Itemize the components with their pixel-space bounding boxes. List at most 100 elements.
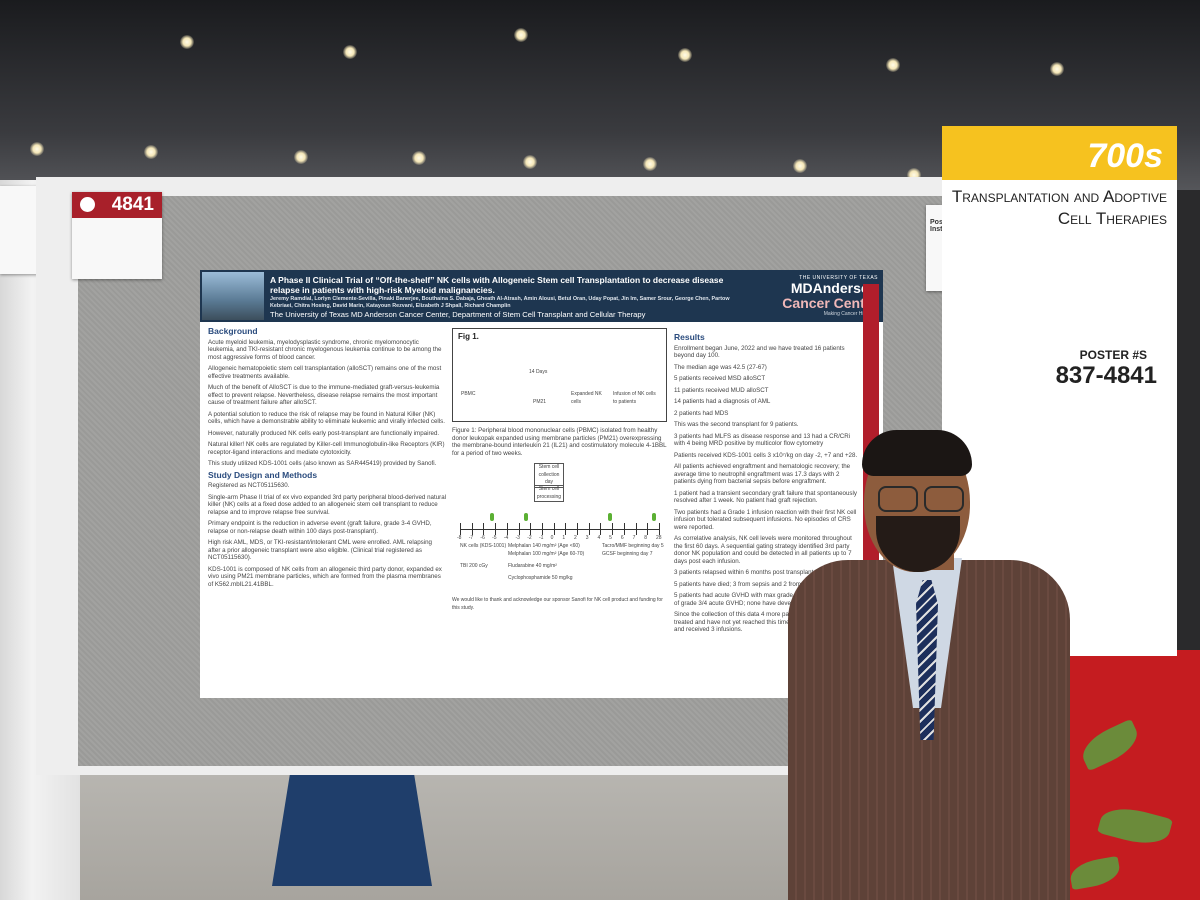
timeline-tick <box>565 523 567 535</box>
timeline-box: Stem cell processing <box>534 485 564 502</box>
design-item: High risk AML, MDS, or TKI-resistant/int… <box>208 539 432 561</box>
poster-affiliation: The University of Texas MD Anderson Canc… <box>270 310 646 319</box>
timeline-tick-label: 2 <box>574 535 577 541</box>
design-item: Registered as NCT05115630. <box>208 482 290 489</box>
timeline-tick <box>506 523 508 535</box>
timeline-legend: Tacro/MMF beginning day 5 <box>602 543 664 549</box>
presenter <box>784 430 1074 900</box>
background-item: However, naturally produced NK cells ear… <box>208 429 440 437</box>
institution-tagline: Making Cancer History® <box>823 311 878 317</box>
figure-title: Fig 1. <box>458 332 479 341</box>
treatment-timeline: Stem cell collection day Stem cell proce… <box>452 463 667 593</box>
timeline-tick-label: -5 <box>492 535 497 541</box>
ceiling-light <box>30 142 44 156</box>
poster-figure-column: Fig 1. PBMC 14 Days PM21 Expanded NK cel… <box>452 328 667 616</box>
timeline-legend: Melphalan 140 mg/m² (Age <60) <box>508 543 580 549</box>
ceiling-light <box>412 151 426 165</box>
timeline-tick-label: 5 <box>609 535 612 541</box>
poster-title: A Phase II Clinical Trial of “Off-the-sh… <box>270 275 724 295</box>
timeline-legend: Cyclophosphamide 50 mg/kg <box>508 575 573 581</box>
results-intro: Enrollment began June, 2022 and we have … <box>674 344 845 360</box>
session-number: 700s <box>942 126 1177 180</box>
timeline-tick-label: 6 <box>620 535 624 541</box>
fig-label: 14 Days <box>529 369 548 375</box>
timeline-tick-label: -7 <box>468 535 474 541</box>
timeline-tick-label: -4 <box>503 535 509 541</box>
timeline-box: Stem cell collection day <box>534 463 564 488</box>
nk-infusion-marker <box>608 513 612 521</box>
building-photo <box>202 272 264 320</box>
results-closing: Since the collection of this data 4 more… <box>674 611 856 633</box>
results-item: 14 patients had a diagnosis of AML <box>674 398 771 405</box>
ceiling-light <box>523 155 537 169</box>
ceiling-light <box>678 48 692 62</box>
results-item: Patients received KDS-1001 cells 3 x10⁷/… <box>674 451 858 459</box>
glasses-lens <box>924 486 964 512</box>
timeline-tick <box>588 523 590 535</box>
timeline-tick-label: 1 <box>562 535 566 541</box>
results-item: 11 patients received MUD alloSCT <box>674 386 769 394</box>
ceiling-light <box>294 150 308 164</box>
timeline-tick-label: 4 <box>597 535 601 541</box>
institution-line3: Cancer Center <box>782 295 878 311</box>
ceiling-light <box>144 145 158 159</box>
board-number: 4841 <box>72 192 162 218</box>
acknowledgement: We would like to thank and acknowledge o… <box>452 597 663 611</box>
ceiling <box>0 0 1200 190</box>
timeline-tick <box>600 523 602 535</box>
presenter-hair <box>862 430 972 476</box>
poster-results-column: Results Enrollment began June, 2022 and … <box>674 333 859 638</box>
results-item: 1 patient had a transient secondary graf… <box>674 489 857 505</box>
timeline-legend: Fludarabine 40 mg/m² <box>508 563 557 569</box>
nk-infusion-marker <box>490 513 494 521</box>
ceiling-light <box>886 58 900 72</box>
design-item: KDS-1001 is composed of NK cells from an… <box>208 565 442 588</box>
results-more: 5 patients have died; 3 from sepsis and … <box>674 580 826 588</box>
timeline-tick <box>577 523 579 535</box>
ceiling-light <box>180 35 194 49</box>
results-correlative: As correlative analysis, NK cell levels … <box>674 535 852 565</box>
timeline-axis <box>460 529 659 530</box>
timeline-tick <box>553 523 555 535</box>
fig-label: PBMC <box>461 391 476 397</box>
session-track: Transplantation and Adoptive Cell Therap… <box>951 187 1167 228</box>
glasses-lens <box>878 486 918 512</box>
results-item: 2 patients had MDS <box>674 409 729 417</box>
timeline-tick <box>518 523 520 535</box>
red-carpet <box>1060 650 1200 900</box>
timeline-legend: TBI 200 cGy <box>460 563 488 569</box>
plant-leaf <box>1097 801 1173 851</box>
timeline-tick <box>612 523 614 535</box>
figure-1: Fig 1. PBMC 14 Days PM21 Expanded NK cel… <box>452 328 667 422</box>
background-item: Natural killer! NK cells are regulated b… <box>208 441 445 456</box>
presenter-glasses <box>874 486 966 512</box>
timeline-tick <box>471 523 473 535</box>
results-item: This was the second transplant for 9 pat… <box>674 421 799 428</box>
timeline-tick-label: 3 <box>585 535 589 541</box>
fig-label: Infusion of NK cells to patients <box>613 391 656 405</box>
timeline-tick-label: -1 <box>538 535 544 541</box>
poster-number-label: POSTER #S <box>1079 348 1147 362</box>
timeline-tick-label: -2 <box>527 535 532 541</box>
results-item: The median age was 42.5 (27-67) <box>674 363 767 371</box>
background-item: This study utilized KDS-1001 cells (also… <box>208 460 437 467</box>
institution-line2: MDAnderson <box>790 280 878 296</box>
design-heading: Study Design and Methods <box>208 469 318 480</box>
timeline-tick <box>623 523 625 535</box>
timeline-tick-label: -3 <box>515 535 520 541</box>
results-item: Two patients had a Grade 1 infusion reac… <box>674 508 857 531</box>
timeline-tick <box>460 523 461 535</box>
neighbor-instructions-card <box>0 186 38 274</box>
timeline-tick <box>495 523 497 535</box>
background-item: Much of the benefit of AlloSCT is due to… <box>208 384 440 406</box>
poster-banner: A Phase II Clinical Trial of “Off-the-sh… <box>200 270 883 322</box>
background-heading: Background <box>208 326 258 336</box>
timeline-tick-label: -8 <box>457 535 462 541</box>
design-item: Primary endpoint is the reduction in adv… <box>208 520 432 535</box>
board-number-card: 4841 <box>72 192 162 279</box>
results-item: 3 patients had MLFS as disease response … <box>674 432 851 448</box>
results-more: 3 patients relapsed within 6 months post… <box>674 569 816 576</box>
timeline-tick <box>541 523 543 535</box>
nk-infusion-marker <box>524 513 528 521</box>
background-item: Allogeneic hematopoietic stem cell trans… <box>208 365 442 380</box>
